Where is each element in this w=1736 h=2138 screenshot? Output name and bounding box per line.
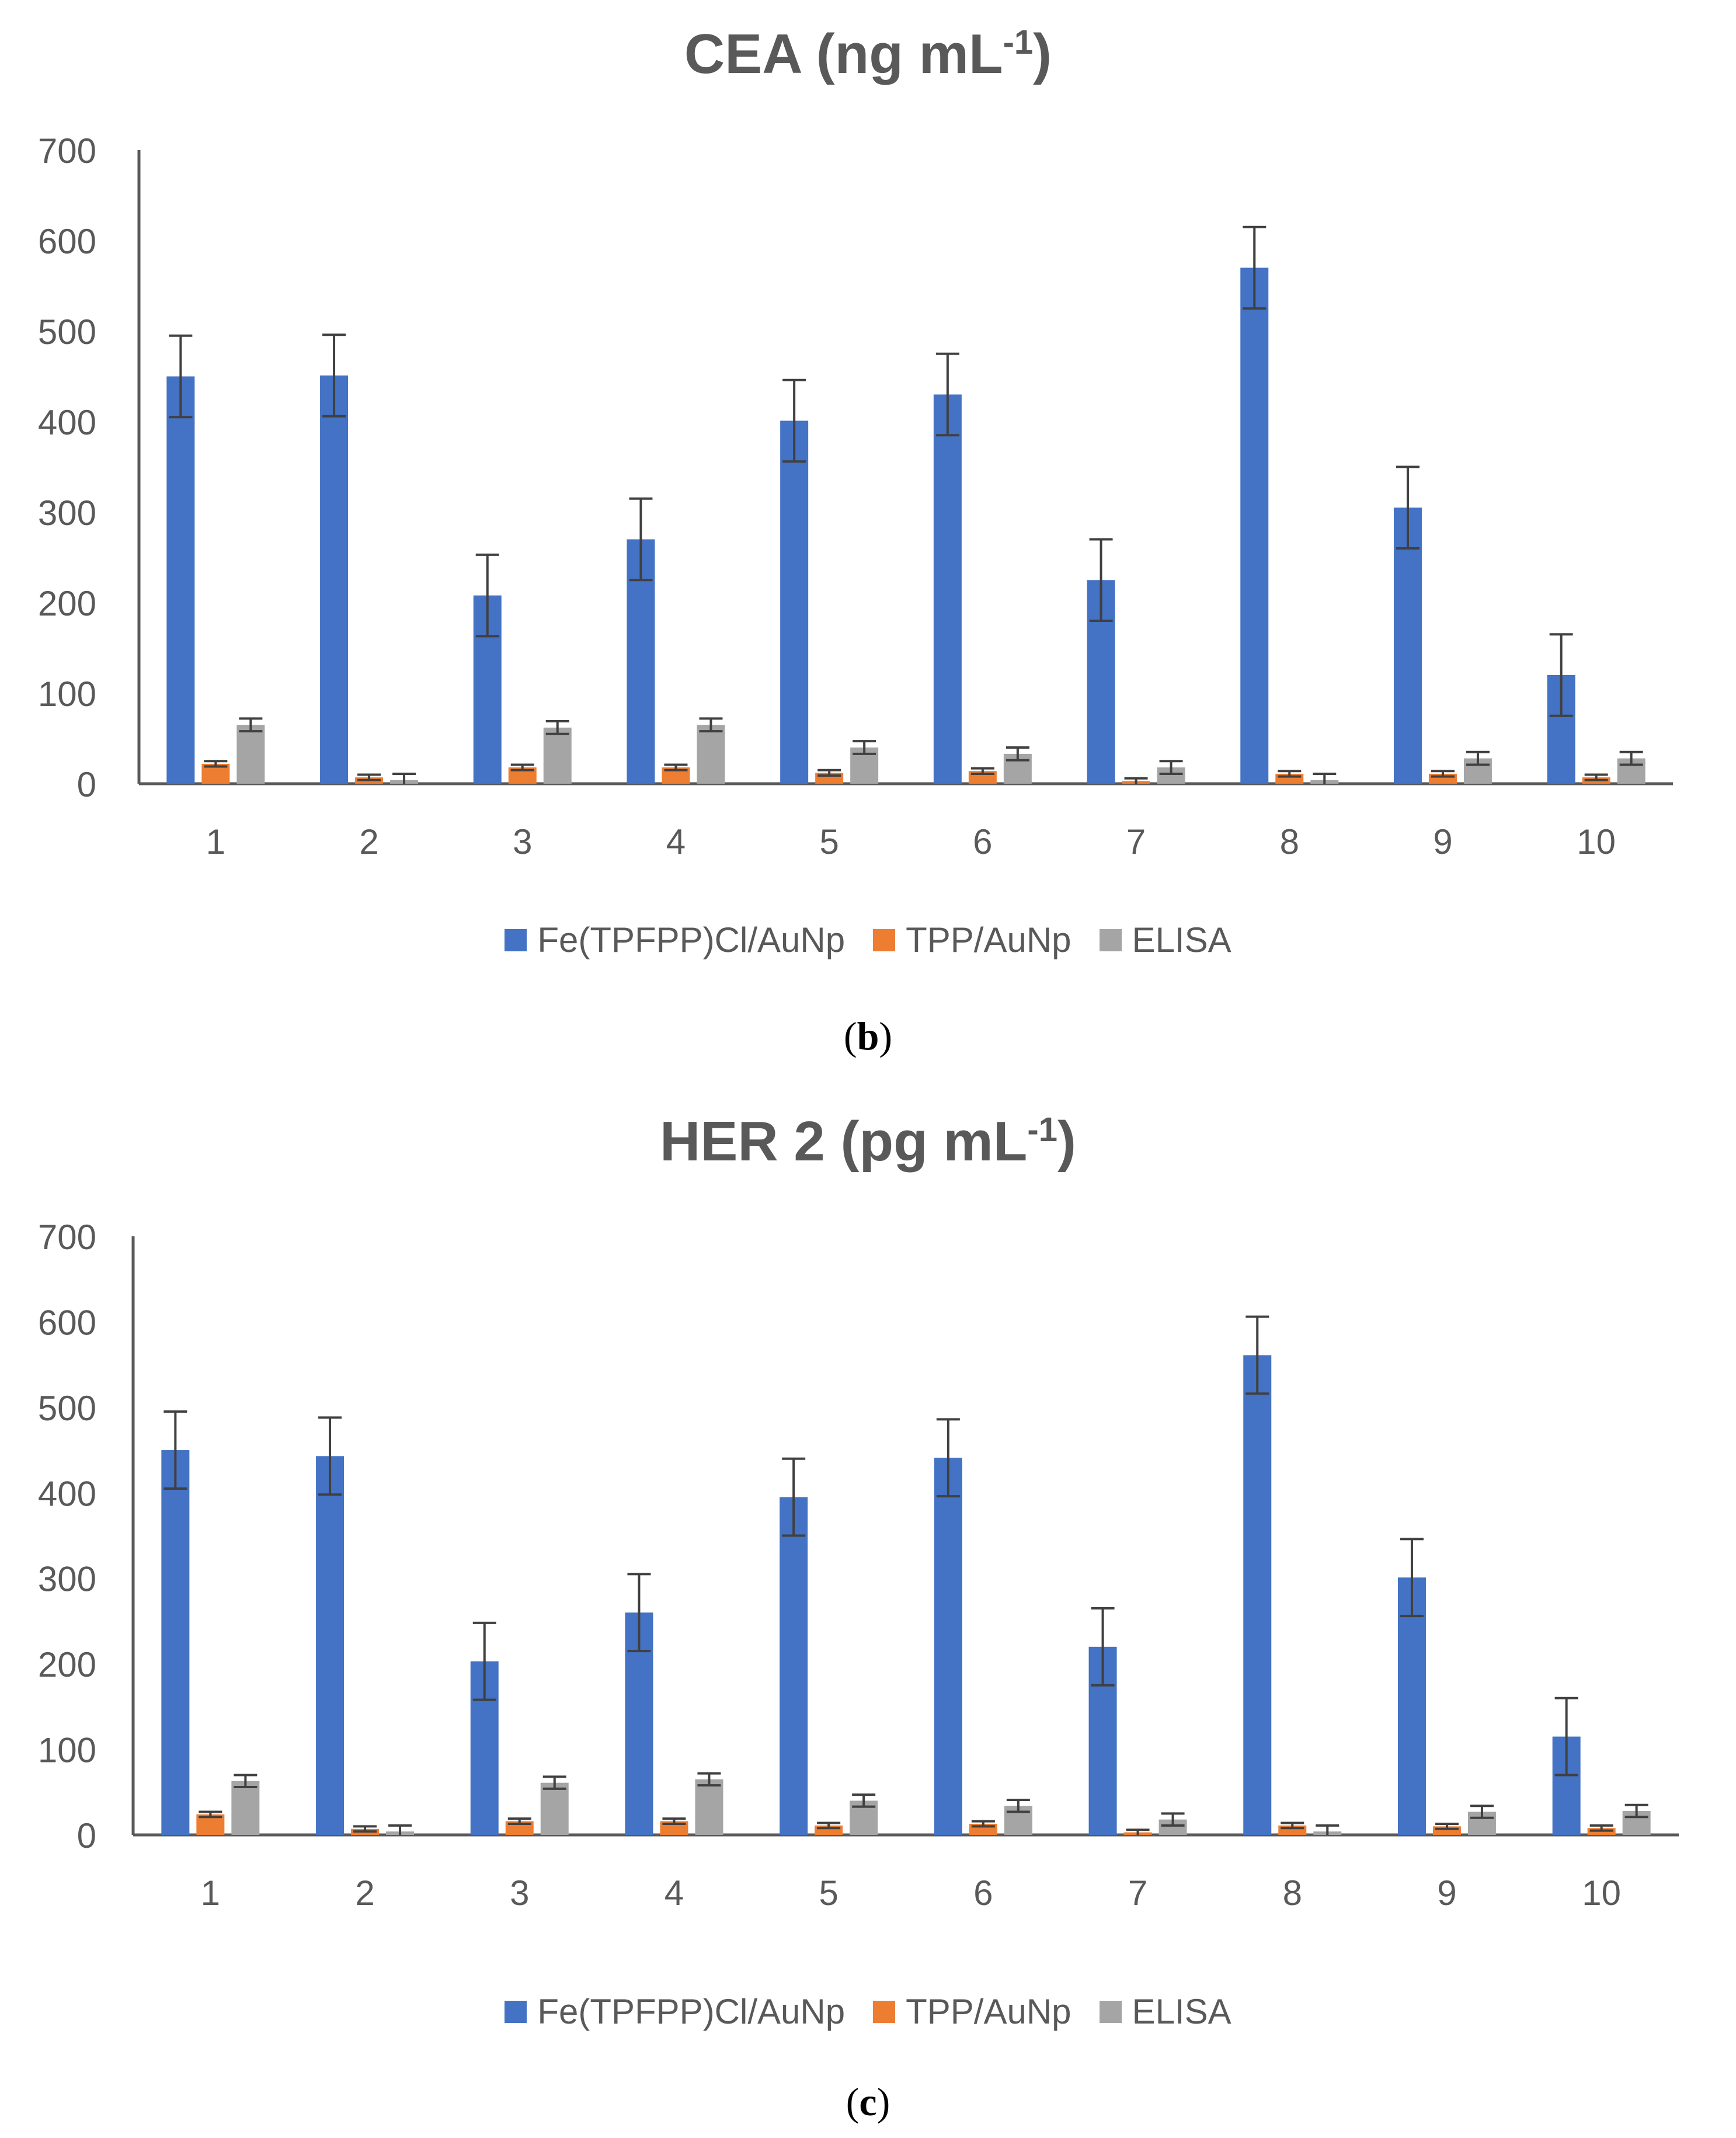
bar-fe [316, 1456, 345, 1835]
bar-chart-cea: 0 100 200 300 400 500 600 700 1 2 3 4 5 6 7 8 9 10 [38, 131, 1673, 861]
y-tick-label: 600 [38, 1303, 96, 1342]
x-tick-label: 8 [1283, 1873, 1302, 1913]
x-tick-label: 2 [359, 822, 378, 861]
legend-swatch-tpp [873, 2000, 896, 2023]
bar-fe [1243, 1355, 1272, 1835]
x-tick-label: 10 [1577, 822, 1616, 861]
bar-fe [780, 420, 809, 784]
panel-label-c-open: ( [846, 2080, 860, 2124]
panel-label-b-close: ) [879, 1014, 893, 1058]
y-tick-label: 600 [38, 222, 96, 261]
legend-label-elisa: ELISA [1132, 920, 1231, 960]
chart-title-cea-main: CEA (ng mL [684, 23, 1003, 85]
x-tick-label: 3 [513, 822, 532, 861]
y-tick-label: 200 [38, 1645, 96, 1684]
x-tick-label: 1 [206, 822, 225, 861]
bar-elisa [695, 1779, 723, 1835]
x-tick-label: 6 [973, 822, 992, 861]
panel-label-b-open: ( [843, 1014, 857, 1058]
bar-fe [934, 1458, 962, 1835]
panel-label-b: (b) [0, 1013, 1736, 1059]
bar-elisa [231, 1781, 260, 1835]
bar-fe [780, 1497, 808, 1835]
x-tick-label: 5 [819, 822, 839, 861]
legend-label-fe: Fe(TPFPP)Cl/AuNp [537, 920, 846, 960]
chart-title-cea-superscript: -1 [1003, 23, 1034, 61]
legend-item-tpp: TPP/AuNp [873, 1991, 1071, 2032]
bar-fe [166, 376, 195, 784]
y-tick-label: 500 [38, 312, 96, 352]
x-tick-label: 7 [1128, 1873, 1147, 1913]
y-tick-label: 0 [77, 765, 96, 804]
panel-label-c-letter: c [859, 2080, 877, 2124]
legend-swatch-elisa [1099, 2000, 1122, 2023]
legend-swatch-fe [505, 929, 527, 951]
y-tick-label: 300 [38, 493, 96, 533]
legend-label-fe: Fe(TPFPP)Cl/AuNp [537, 1992, 846, 2031]
y-tick-label: 500 [38, 1389, 96, 1428]
panel-label-c-close: ) [876, 2080, 890, 2124]
bar-fe [161, 1450, 190, 1835]
legend-item-elisa: ELISA [1099, 920, 1231, 960]
x-tick-label: 8 [1280, 822, 1299, 861]
legend-swatch-fe [505, 2000, 527, 2023]
x-tick-label: 3 [510, 1873, 529, 1913]
bar-fe [320, 375, 349, 784]
y-tick-label: 400 [38, 403, 96, 442]
x-tick-label: 1 [201, 1873, 220, 1913]
legend-item-tpp: TPP/AuNp [873, 920, 1071, 960]
panel-label-c: (c) [0, 2079, 1736, 2125]
legend-label-tpp: TPP/AuNp [906, 1992, 1071, 2031]
bar-fe [1240, 267, 1269, 784]
bar-fe [1393, 507, 1422, 784]
y-tick-label: 200 [38, 584, 96, 623]
bar-chart-her2: 0 100 200 300 400 500 600 700 1 2 3 4 5 6 7 8 9 10 [38, 1218, 1679, 1913]
x-tick-label: 9 [1433, 822, 1452, 861]
chart-title-cea-close: ) [1033, 23, 1052, 85]
panel-b-cea: CEA (ng mL-1) 0 100 200 300 400 500 600 700 1 2 3 4… [0, 22, 1736, 1059]
bar-elisa [543, 727, 572, 784]
legend-swatch-tpp [873, 929, 896, 951]
legend-cea: Fe(TPFPP)Cl/AuNp TPP/AuNp ELISA [0, 920, 1736, 960]
x-tick-label: 2 [355, 1873, 374, 1913]
legend-label-elisa: ELISA [1132, 1992, 1231, 2031]
x-tick-label: 10 [1582, 1873, 1621, 1913]
y-tick-label: 400 [38, 1474, 96, 1513]
chart-title-her2-main: HER 2 (pg mL [660, 1110, 1028, 1173]
y-tick-label: 700 [38, 131, 96, 171]
legend-swatch-elisa [1099, 929, 1122, 951]
x-tick-label: 6 [973, 1873, 993, 1913]
legend-her2: Fe(TPFPP)Cl/AuNp TPP/AuNp ELISA [0, 1991, 1736, 2032]
chart-title-her2: HER 2 (pg mL-1) [0, 1110, 1736, 1174]
bar-elisa [540, 1782, 569, 1835]
panel-c-her2: HER 2 (pg mL-1) 0 100 200 300 400 500 600 700 1 2… [0, 1075, 1736, 2138]
y-tick-label: 300 [38, 1560, 96, 1599]
bar-fe [933, 394, 962, 784]
x-tick-label: 9 [1437, 1873, 1456, 1913]
legend-item-fe: Fe(TPFPP)Cl/AuNp [505, 1991, 845, 2032]
x-tick-label: 4 [666, 822, 686, 861]
legend-label-tpp: TPP/AuNp [906, 920, 1071, 960]
y-tick-label: 100 [38, 1731, 96, 1770]
y-tick-label: 100 [38, 675, 96, 714]
panel-label-b-letter: b [857, 1014, 879, 1058]
bar-elisa [236, 725, 265, 784]
x-tick-label: 4 [665, 1873, 684, 1913]
legend-item-fe: Fe(TPFPP)Cl/AuNp [505, 920, 845, 960]
x-tick-label: 7 [1126, 822, 1146, 861]
x-tick-label: 5 [819, 1873, 838, 1913]
y-tick-label: 700 [38, 1218, 96, 1257]
chart-title-her2-close: ) [1057, 1110, 1076, 1173]
y-tick-label: 0 [77, 1816, 96, 1855]
bar-fe [1397, 1577, 1426, 1835]
bar-elisa [697, 725, 725, 784]
legend-item-elisa: ELISA [1099, 1991, 1231, 2032]
chart-title-cea: CEA (ng mL-1) [0, 22, 1736, 86]
chart-title-her2-superscript: -1 [1027, 1111, 1057, 1149]
